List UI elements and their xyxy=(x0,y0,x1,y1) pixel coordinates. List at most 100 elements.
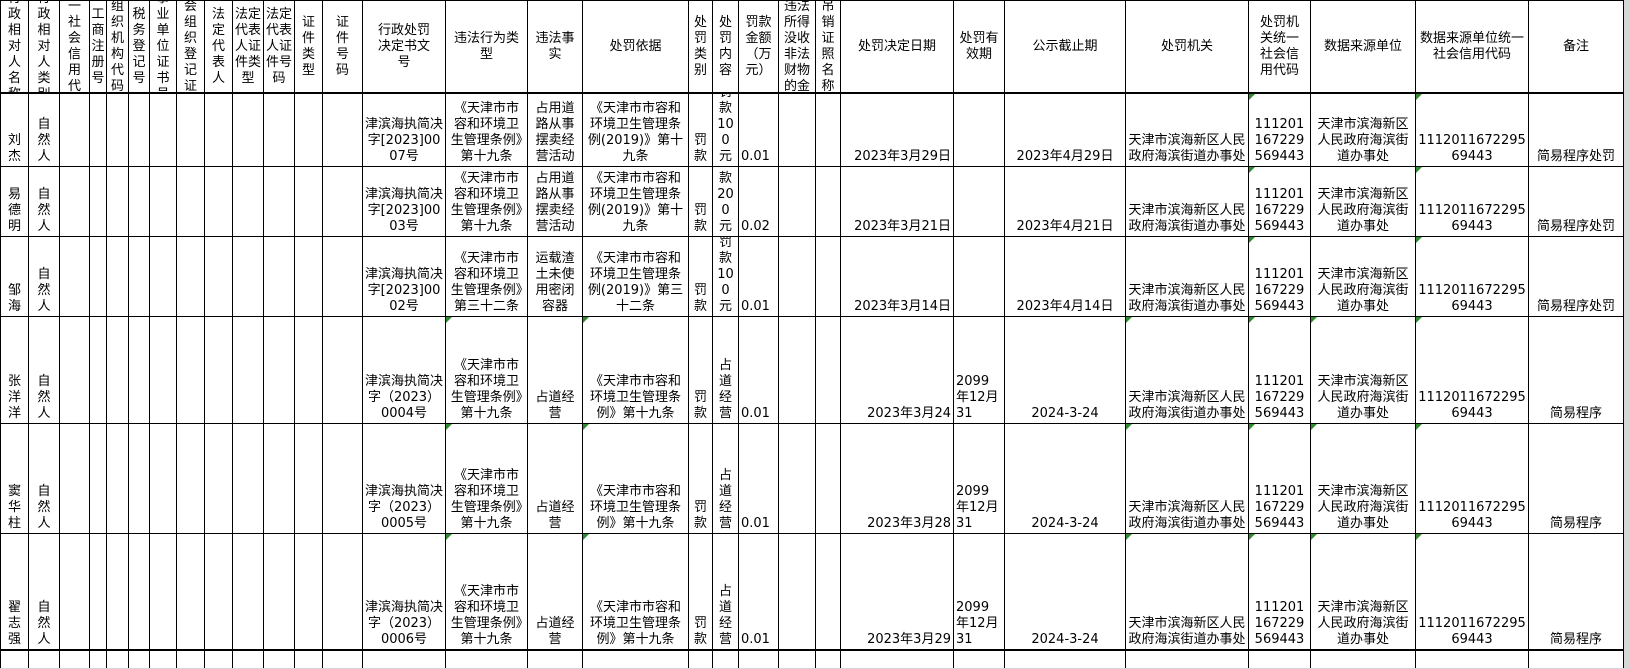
cell[interactable]: 刘杰 xyxy=(1,94,29,167)
column-header-18[interactable]: 处罚类别 xyxy=(689,1,713,94)
cell[interactable]: 占道经营 xyxy=(528,424,583,534)
column-header-7[interactable]: 事业单位证书号 xyxy=(150,1,177,94)
cell[interactable]: 罚款200元 xyxy=(713,167,739,237)
column-header-27[interactable]: 处罚机关统一社会信用代码 xyxy=(1249,1,1311,94)
cell[interactable] xyxy=(90,237,107,317)
cell[interactable]: 111201167229569443 xyxy=(1249,424,1311,534)
cell[interactable] xyxy=(90,651,107,668)
cell[interactable] xyxy=(205,317,233,424)
cell[interactable] xyxy=(233,534,264,651)
cell[interactable]: 邹海 xyxy=(1,237,29,317)
cell[interactable] xyxy=(779,167,816,237)
cell[interactable]: 罚款 xyxy=(689,317,713,424)
cell[interactable] xyxy=(816,317,841,424)
cell[interactable] xyxy=(264,94,295,167)
cell[interactable] xyxy=(954,94,1005,167)
cell[interactable]: 0.02 xyxy=(739,167,779,237)
cell[interactable]: 占用道路从事摆卖经营活动 xyxy=(528,167,583,237)
cell[interactable]: 2023年3月24 xyxy=(841,317,954,424)
cell[interactable] xyxy=(779,237,816,317)
cell[interactable]: 占道经营 xyxy=(713,424,739,534)
cell[interactable]: 简易程序处罚 xyxy=(1529,167,1624,237)
cell[interactable]: 2024-3-24 xyxy=(1005,534,1126,651)
cell[interactable]: 天津市滨海新区人民政府海滨街道办事处 xyxy=(1126,424,1249,534)
cell[interactable]: 《天津市市容和环境卫生管理条例》第十九条 xyxy=(446,94,528,167)
cell[interactable]: 罚款 xyxy=(689,424,713,534)
cell[interactable]: 罚款 xyxy=(689,237,713,317)
cell[interactable]: 111201167229569443 xyxy=(1249,534,1311,651)
cell[interactable]: 《天津市市容和环境卫生管理条例(2019)》第三十二条 xyxy=(583,237,689,317)
cell[interactable]: 《天津市市容和环境卫生管理条例(2019)》第十九条 xyxy=(583,94,689,167)
cell[interactable]: 2099年12月31 xyxy=(954,424,1005,534)
cell[interactable] xyxy=(264,424,295,534)
cell[interactable]: 0.01 xyxy=(739,94,779,167)
cell[interactable] xyxy=(323,237,363,317)
cell[interactable] xyxy=(264,534,295,651)
cell[interactable] xyxy=(323,94,363,167)
cell[interactable] xyxy=(60,94,90,167)
cell[interactable] xyxy=(779,424,816,534)
cell[interactable]: 津滨海执简决字（2023）0004号 xyxy=(363,317,446,424)
cell[interactable] xyxy=(107,167,129,237)
cell[interactable]: 占道经营 xyxy=(713,317,739,424)
cell[interactable] xyxy=(779,317,816,424)
cell[interactable] xyxy=(713,651,739,668)
column-header-21[interactable]: 没收违法所得没收非法财物的金额 xyxy=(779,1,816,94)
column-header-25[interactable]: 公示截止期 xyxy=(1005,1,1126,94)
cell[interactable]: 2023年3月29日 xyxy=(841,94,954,167)
cell[interactable] xyxy=(205,167,233,237)
cell[interactable] xyxy=(90,424,107,534)
cell[interactable] xyxy=(264,317,295,424)
cell[interactable]: 111201167229569443 xyxy=(1249,237,1311,317)
cell[interactable]: 自然人 xyxy=(29,237,60,317)
cell[interactable]: 2023年4月21日 xyxy=(1005,167,1126,237)
cell[interactable]: 天津市滨海新区人民政府海滨街道办事处 xyxy=(1311,237,1416,317)
cell[interactable]: 《天津市市容和环境卫生管理条例》第十九条 xyxy=(446,424,528,534)
cell[interactable] xyxy=(233,167,264,237)
cell[interactable] xyxy=(107,237,129,317)
cell[interactable] xyxy=(129,317,150,424)
cell[interactable]: 天津市滨海新区人民政府海滨街道办事处 xyxy=(1311,167,1416,237)
cell[interactable]: 2024-3-24 xyxy=(1005,317,1126,424)
cell[interactable] xyxy=(90,317,107,424)
cell[interactable]: 罚款 xyxy=(689,94,713,167)
cell[interactable] xyxy=(107,317,129,424)
cell[interactable]: 天津市滨海新区人民政府海滨街道办事处 xyxy=(1126,534,1249,651)
cell[interactable] xyxy=(107,651,129,668)
cell[interactable] xyxy=(295,534,323,651)
cell[interactable] xyxy=(150,237,177,317)
cell[interactable] xyxy=(177,317,205,424)
cell[interactable]: 111201167229569443 xyxy=(1249,317,1311,424)
column-header-30[interactable]: 备注 xyxy=(1529,1,1624,94)
cell[interactable]: 《天津市市容和环境卫生管理条例(2019)》第十九条 xyxy=(583,167,689,237)
cell[interactable] xyxy=(150,317,177,424)
cell[interactable] xyxy=(107,424,129,534)
cell[interactable]: 天津市滨海新区人民政府海滨街道办事处 xyxy=(1126,237,1249,317)
cell[interactable] xyxy=(29,651,60,668)
cell[interactable] xyxy=(205,237,233,317)
cell[interactable] xyxy=(779,534,816,651)
cell[interactable] xyxy=(323,424,363,534)
cell[interactable] xyxy=(295,424,323,534)
cell[interactable] xyxy=(205,424,233,534)
cell[interactable] xyxy=(150,424,177,534)
cell[interactable] xyxy=(150,94,177,167)
column-header-13[interactable]: 证件号码 xyxy=(323,1,363,94)
cell[interactable] xyxy=(233,424,264,534)
cell[interactable]: 窦华柱 xyxy=(1,424,29,534)
column-header-6[interactable]: 税务登记号 xyxy=(129,1,150,94)
cell[interactable] xyxy=(205,651,233,668)
cell[interactable] xyxy=(841,651,954,668)
cell[interactable]: 运载渣土未使用密闭容器 xyxy=(528,237,583,317)
cell[interactable] xyxy=(295,94,323,167)
cell[interactable] xyxy=(60,167,90,237)
cell[interactable]: 《天津市市容和环境卫生管理条例》第十九条 xyxy=(446,534,528,651)
cell[interactable]: 张洋洋 xyxy=(1,317,29,424)
cell[interactable] xyxy=(1416,651,1529,668)
cell[interactable]: 111201167229569443 xyxy=(1416,534,1529,651)
cell[interactable] xyxy=(129,167,150,237)
cell[interactable] xyxy=(264,651,295,668)
cell[interactable] xyxy=(177,94,205,167)
cell[interactable] xyxy=(295,237,323,317)
cell[interactable]: 2099年12月31 xyxy=(954,534,1005,651)
